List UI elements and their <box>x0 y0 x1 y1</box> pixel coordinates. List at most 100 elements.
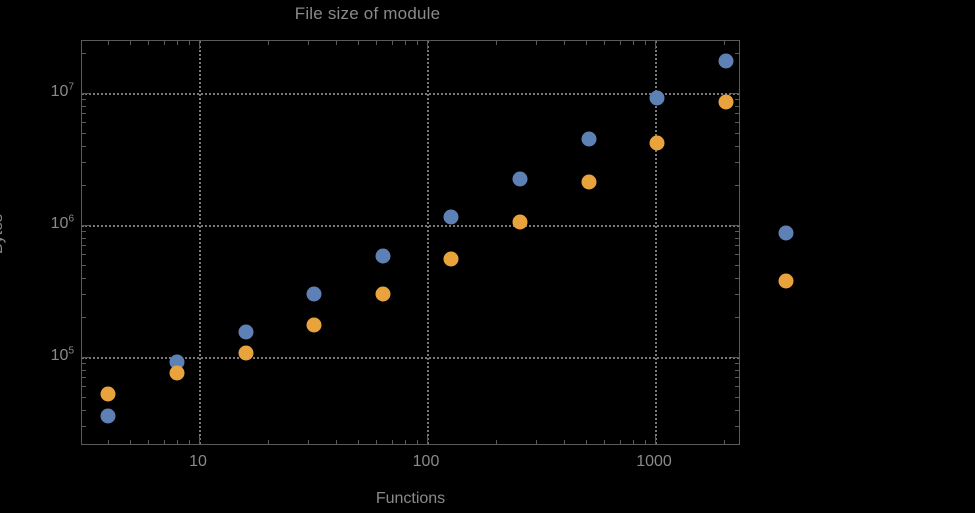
axis-tick-mark <box>267 41 269 45</box>
gridline-vertical <box>427 41 429 444</box>
axis-tick-mark <box>82 317 86 319</box>
axis-tick-mark <box>404 41 406 45</box>
data-point[interactable] <box>649 90 665 106</box>
axis-tick-mark <box>735 113 739 115</box>
axis-tick-mark <box>735 277 739 279</box>
axis-tick-mark <box>735 53 739 55</box>
data-point[interactable] <box>718 94 734 110</box>
axis-tick-mark <box>391 440 393 444</box>
axis-tick-mark <box>82 105 86 107</box>
axis-tick-mark <box>723 440 725 444</box>
axis-tick-mark <box>495 41 497 45</box>
x-axis-label: Functions <box>375 490 446 507</box>
data-point[interactable] <box>306 286 322 302</box>
data-point[interactable] <box>100 386 116 402</box>
data-point[interactable] <box>306 317 322 333</box>
axis-tick-mark <box>82 294 86 296</box>
data-point[interactable] <box>581 131 597 147</box>
axis-tick-mark <box>735 377 739 379</box>
axis-tick-mark <box>199 41 200 49</box>
axis-tick-mark <box>655 436 656 444</box>
axis-tick-mark <box>735 369 739 371</box>
data-point[interactable] <box>375 248 391 264</box>
axis-tick-mark <box>619 440 621 444</box>
y-tick-label: 107 <box>50 81 74 100</box>
axis-tick-mark <box>604 41 606 45</box>
gridline-horizontal <box>82 93 739 95</box>
axis-tick-mark <box>336 440 338 444</box>
axis-tick-mark <box>82 162 86 164</box>
axis-tick-mark <box>735 145 739 147</box>
axis-tick-mark <box>82 426 86 428</box>
y-tick-label: 106 <box>50 213 74 232</box>
axis-tick-mark <box>82 409 86 411</box>
gridline-horizontal <box>82 357 739 359</box>
data-point[interactable] <box>238 324 254 340</box>
axis-tick-mark <box>307 41 309 45</box>
axis-tick-mark <box>130 440 132 444</box>
data-point[interactable] <box>649 135 665 151</box>
data-point[interactable] <box>443 251 459 267</box>
axis-tick-mark <box>163 440 165 444</box>
axis-tick-mark <box>723 41 725 45</box>
axis-tick-mark <box>564 440 566 444</box>
axis-tick-mark <box>535 440 537 444</box>
gridline-vertical <box>199 41 201 444</box>
axis-tick-mark <box>735 122 739 124</box>
data-point[interactable] <box>443 209 459 225</box>
axis-tick-mark <box>176 41 178 45</box>
y-axis-label: Bytes <box>0 213 7 255</box>
axis-tick-mark <box>82 231 86 233</box>
axis-tick-mark <box>82 132 86 134</box>
axis-tick-mark <box>735 237 739 239</box>
axis-tick-mark <box>735 185 739 187</box>
axis-tick-mark <box>163 41 165 45</box>
axis-tick-mark <box>632 41 634 45</box>
axis-tick-mark <box>358 440 360 444</box>
data-point[interactable] <box>512 171 528 186</box>
axis-tick-mark <box>82 363 86 365</box>
axis-tick-mark <box>82 369 86 371</box>
axis-tick-mark <box>416 41 418 45</box>
data-point[interactable] <box>375 286 391 302</box>
axis-tick-mark <box>735 409 739 411</box>
axis-tick-mark <box>267 440 269 444</box>
axis-tick-mark <box>564 41 566 45</box>
data-point[interactable] <box>512 214 528 230</box>
axis-tick-mark <box>82 386 86 388</box>
axis-tick-mark <box>336 41 338 45</box>
axis-tick-mark <box>82 93 90 94</box>
data-point[interactable] <box>581 174 597 190</box>
data-point[interactable] <box>238 345 254 361</box>
axis-tick-mark <box>644 41 646 45</box>
axis-tick-mark <box>82 277 86 279</box>
axis-tick-mark <box>176 440 178 444</box>
axis-tick-mark <box>427 436 428 444</box>
axis-tick-mark <box>376 440 378 444</box>
data-point[interactable] <box>100 408 116 424</box>
axis-tick-mark <box>148 41 150 45</box>
axis-tick-mark <box>188 440 190 444</box>
chart-title: File size of module <box>294 4 441 23</box>
data-point[interactable] <box>169 365 185 381</box>
axis-tick-mark <box>82 396 86 398</box>
data-point[interactable] <box>718 53 734 69</box>
x-tick-label: 1000 <box>636 453 672 470</box>
axis-tick-mark <box>108 41 110 45</box>
axis-tick-mark <box>735 254 739 256</box>
data-point[interactable] <box>778 225 794 241</box>
gridline-horizontal <box>82 225 739 227</box>
x-tick-label: 100 <box>412 453 440 470</box>
data-point[interactable] <box>778 273 794 289</box>
axis-tick-mark <box>735 132 739 134</box>
axis-tick-mark <box>735 264 739 266</box>
axis-tick-mark <box>188 41 190 45</box>
x-tick-label: 10 <box>189 453 207 470</box>
axis-tick-mark <box>82 264 86 266</box>
axis-tick-mark <box>358 41 360 45</box>
axis-tick-mark <box>427 41 428 49</box>
axis-tick-mark <box>535 41 537 45</box>
axis-tick-mark <box>404 440 406 444</box>
